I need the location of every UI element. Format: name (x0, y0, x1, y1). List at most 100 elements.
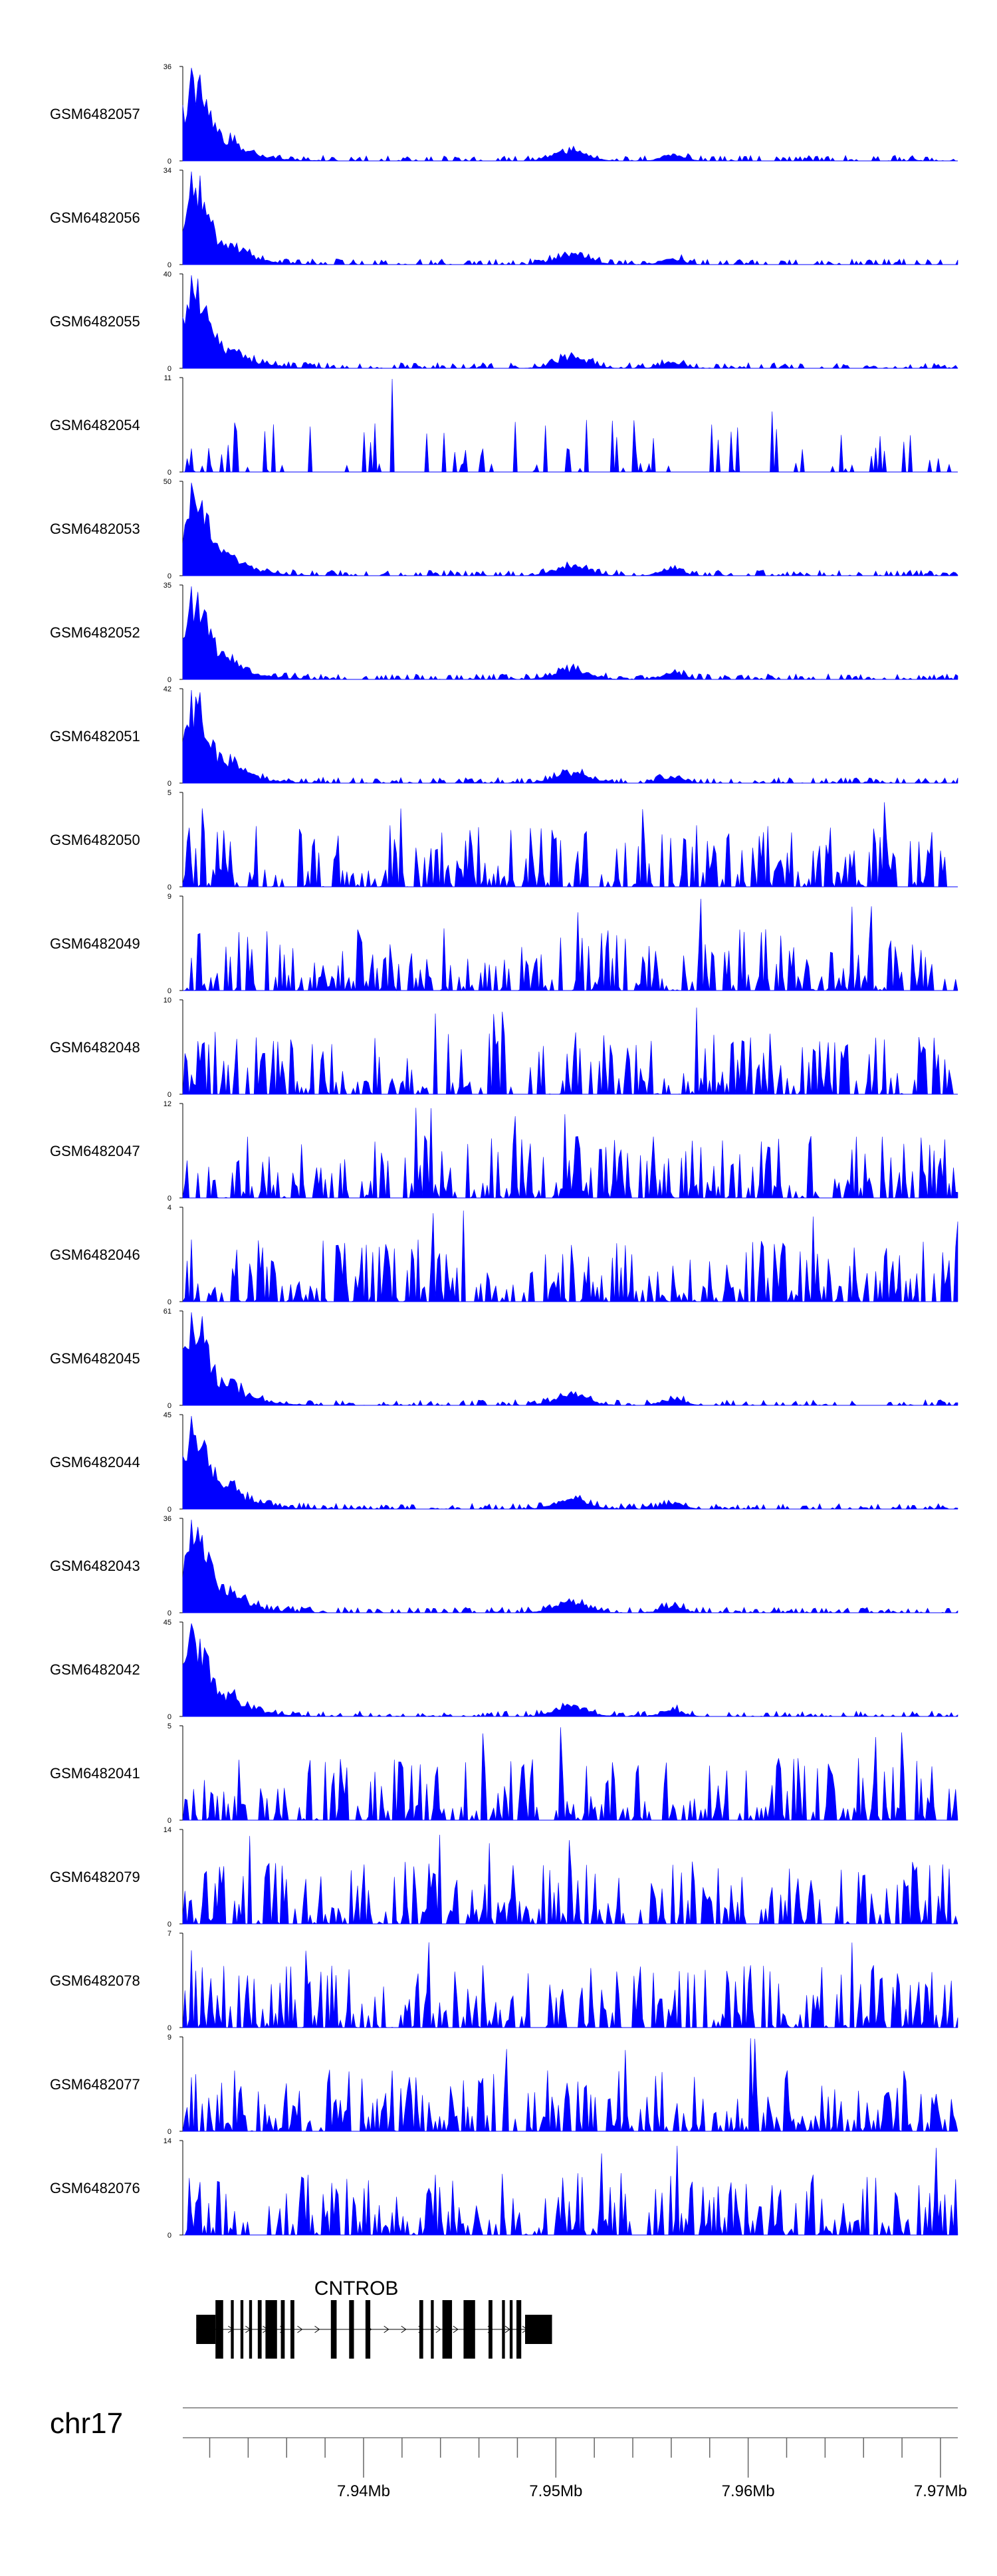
track-sample-name: GSM6482056 (50, 209, 140, 226)
track-ymax-label: 5 (167, 789, 171, 797)
gene-exon (509, 2300, 513, 2359)
track-ymin-label: 0 (167, 1091, 171, 1099)
track-ymin-label: 0 (167, 676, 171, 684)
track-ymax-label: 12 (164, 1100, 171, 1108)
track-ymin-label: 0 (167, 261, 171, 269)
track-sample-name: GSM6482057 (50, 106, 140, 122)
coverage-area (182, 275, 958, 369)
track-ymax-label: 11 (164, 374, 171, 382)
gene-exon (502, 2300, 505, 2359)
track-ymin-label: 0 (167, 365, 171, 373)
track-ymax-label: 9 (167, 2034, 171, 2042)
track-ymax-label: 36 (164, 1515, 171, 1523)
coverage-area (182, 1007, 958, 1096)
coverage-area (183, 378, 958, 473)
coverage-area (182, 586, 958, 680)
gene-exon (196, 2315, 216, 2344)
track-sample-name: GSM6482053 (50, 521, 140, 537)
strand-arrow (314, 2325, 320, 2333)
gene-exon (431, 2300, 434, 2359)
track-ymin-label: 0 (167, 469, 171, 477)
axis-tick-label: 7.95Mb (529, 2482, 582, 2500)
track-sample-name: GSM6482052 (50, 624, 140, 641)
gene-exon (419, 2300, 423, 2359)
coverage-area (182, 1108, 958, 1199)
track-ymin-label: 0 (167, 572, 171, 580)
coverage-area (182, 1623, 958, 1717)
coverage-area (182, 2038, 958, 2133)
coverage-area (182, 67, 958, 162)
track-ymin-label: 0 (167, 1402, 171, 1410)
track-sample-name: GSM6482078 (50, 1972, 140, 1989)
coverage-area (182, 1835, 958, 1925)
gene-exon (463, 2300, 475, 2359)
chromosome-label: chr17 (50, 2407, 123, 2440)
coverage-area (183, 899, 958, 992)
track-ymax-label: 34 (164, 167, 171, 175)
coverage-area (182, 1519, 958, 1613)
axis-tick-label: 7.97Mb (914, 2482, 967, 2500)
track-sample-name: GSM6482049 (50, 935, 140, 952)
track-ymax-label: 61 (164, 1308, 171, 1316)
track-sample-name: GSM6482051 (50, 728, 140, 745)
gene-exon (249, 2300, 253, 2359)
track-sample-name: GSM6482076 (50, 2180, 140, 2196)
gene-exon (349, 2300, 354, 2359)
coverage-area (182, 1210, 958, 1303)
track-sample-name: GSM6482043 (50, 1558, 140, 1574)
axis-tick-label: 7.94Mb (337, 2482, 390, 2500)
track-ymax-label: 50 (164, 478, 171, 486)
track-ymin-label: 0 (167, 1817, 171, 1825)
track-ymin-label: 0 (167, 987, 171, 995)
strand-arrow (401, 2325, 407, 2333)
track-sample-name: GSM6482045 (50, 1350, 140, 1367)
track-ymin-label: 0 (167, 780, 171, 788)
track-ymax-label: 45 (164, 1619, 171, 1627)
gene-exon (489, 2300, 493, 2359)
track-ymin-label: 0 (167, 1298, 171, 1306)
gene-exon (442, 2300, 453, 2359)
track-ymin-label: 0 (167, 158, 171, 166)
track-sample-name: GSM6482077 (50, 2076, 140, 2093)
track-ymax-label: 10 (164, 996, 171, 1004)
gene-exon (365, 2300, 371, 2359)
gene-exon (231, 2300, 234, 2359)
coverage-area (183, 2145, 958, 2236)
track-sample-name: GSM6482046 (50, 1246, 140, 1263)
coverage-area (182, 689, 958, 784)
track-ymax-label: 45 (164, 1411, 171, 1419)
track-ymax-label: 42 (164, 685, 171, 693)
track-ymax-label: 14 (164, 2137, 171, 2145)
strand-arrow (297, 2325, 303, 2333)
track-ymax-label: 5 (167, 1722, 171, 1730)
track-ymax-label: 7 (167, 1930, 171, 1938)
coverage-area (182, 1942, 958, 2029)
strand-arrow (453, 2325, 459, 2333)
coverage-area (182, 171, 958, 265)
gene-exon (240, 2300, 244, 2359)
gene-exon (290, 2300, 294, 2359)
track-ymin-label: 0 (167, 883, 171, 891)
coverage-area (182, 802, 958, 888)
coverage-area (182, 1727, 958, 1821)
track-ymin-label: 0 (167, 2232, 171, 2240)
strand-arrow (384, 2325, 389, 2333)
track-ymin-label: 0 (167, 1609, 171, 1617)
track-ymax-label: 36 (164, 63, 171, 71)
track-sample-name: GSM6482044 (50, 1454, 140, 1470)
track-ymin-label: 0 (167, 2024, 171, 2032)
track-sample-name: GSM6482079 (50, 1869, 140, 1885)
coverage-area (182, 482, 958, 576)
track-ymin-label: 0 (167, 1195, 171, 1203)
track-ymin-label: 0 (167, 1921, 171, 1929)
gene-exon (280, 2300, 285, 2359)
gene-exon (516, 2300, 522, 2359)
gene-exon (330, 2300, 337, 2359)
track-ymax-label: 40 (164, 271, 171, 279)
coverage-area (182, 1415, 958, 1510)
track-sample-name: GSM6482054 (50, 417, 140, 433)
axis-tick-label: 7.96Mb (722, 2482, 775, 2500)
coverage-area (182, 1312, 958, 1406)
